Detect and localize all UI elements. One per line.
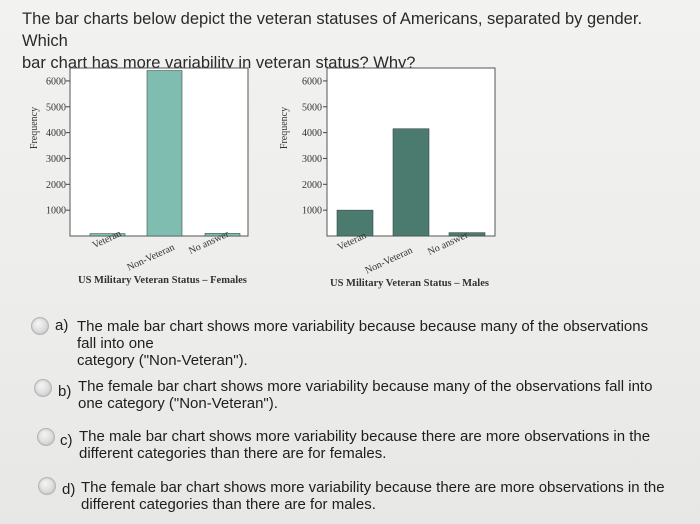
option-d-line-2: different categories than there are for …	[81, 496, 376, 513]
y-tick-label: 3000	[46, 154, 66, 165]
y-tick-label: 1000	[302, 206, 322, 217]
option-d[interactable]: d) The female bar chart shows more varia…	[30, 473, 690, 517]
option-a-line-1: The male bar chart shows more variabilit…	[77, 318, 649, 335]
option-b-radio[interactable]	[34, 379, 52, 397]
option-b-line-1: The female bar chart shows more variabil…	[78, 378, 653, 395]
x-axis-label: US Military Veteran Status – Males	[330, 278, 489, 289]
bar-non-veteran	[392, 128, 430, 237]
option-c-line-1: The male bar chart shows more variabilit…	[79, 428, 651, 445]
option-c-radio[interactable]	[37, 428, 55, 446]
y-tick-label: 2000	[46, 180, 66, 191]
y-tick-label: 1000	[46, 206, 66, 217]
option-a[interactable]: a) The male bar chart shows more variabi…	[30, 312, 690, 369]
y-tick-label: 4000	[46, 128, 66, 139]
y-tick-label: 3000	[302, 154, 322, 165]
option-d-radio[interactable]	[38, 477, 56, 495]
option-a-radio[interactable]	[31, 317, 49, 335]
bar-non-veteran	[146, 70, 183, 237]
y-tick-label: 2000	[302, 180, 322, 191]
option-c-line-2: different categories than there are for …	[79, 445, 387, 462]
question-line-1: The bar charts below depict the veteran …	[22, 10, 643, 50]
female-bar-chart: 100020003000400050006000VeteranNon-Veter…	[29, 67, 249, 286]
y-tick-label: 6000	[46, 76, 66, 87]
bar-no-answer	[204, 233, 241, 237]
y-axis-label: Frequency	[279, 107, 290, 149]
male-bar-chart: 100020003000400050006000VeteranNon-Veter…	[279, 67, 496, 289]
option-b-line-2: one category ("Non-Veteran").	[78, 395, 278, 412]
bar-veteran	[89, 233, 126, 237]
option-c-letter: c)	[60, 432, 73, 449]
option-b-text: The female bar chart shows more variabil…	[78, 378, 652, 412]
option-c-text: The male bar chart shows more variabilit…	[79, 428, 650, 462]
option-d-line-1: The female bar chart shows more variabil…	[81, 479, 665, 496]
option-d-letter: d)	[62, 481, 76, 498]
y-axis-label: Frequency	[29, 107, 40, 149]
y-tick-label: 5000	[46, 102, 66, 113]
category-label: Non-Veteran	[125, 242, 176, 274]
y-tick-label: 6000	[302, 76, 322, 87]
option-d-text: The female bar chart shows more variabil…	[81, 479, 665, 513]
y-tick-label: 4000	[302, 128, 322, 139]
bar-charts-figure: 100020003000400050006000VeteranNon-Veter…	[29, 67, 496, 289]
option-a-line-3: category ("Non-Veteran").	[77, 352, 248, 369]
option-a-line-2: fall into one	[77, 335, 154, 352]
y-tick-label: 5000	[302, 102, 322, 113]
bar-no-answer	[448, 232, 486, 237]
option-b[interactable]: b) The female bar chart shows more varia…	[30, 374, 690, 414]
option-c[interactable]: c) The male bar chart shows more variabi…	[30, 424, 690, 464]
bar-veteran	[336, 209, 374, 237]
x-axis-label: US Military Veteran Status – Females	[78, 275, 247, 286]
option-a-text: The male bar chart shows more variabilit…	[77, 318, 648, 369]
option-b-letter: b)	[58, 383, 72, 400]
category-label: Non-Veteran	[363, 245, 414, 277]
option-a-letter: a)	[55, 317, 69, 334]
